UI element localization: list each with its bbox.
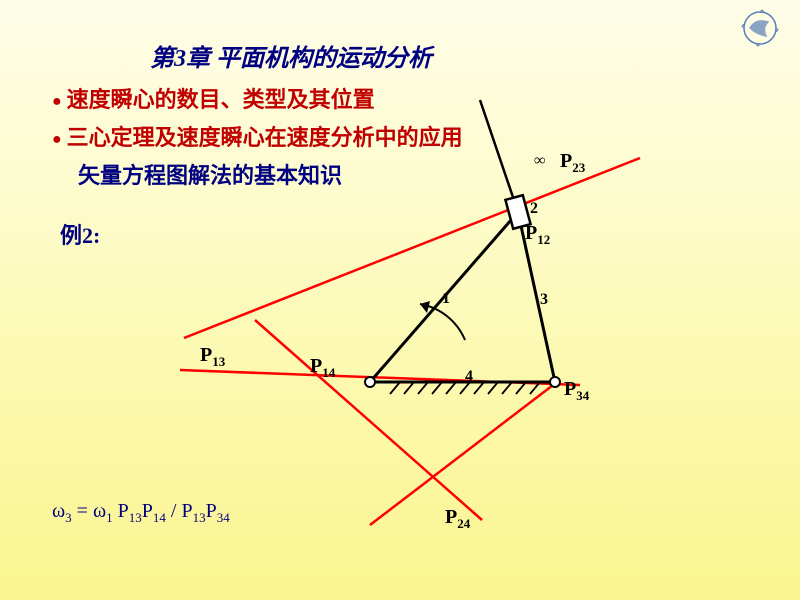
label-infinity: ∞	[534, 152, 545, 170]
label-link-4: 4	[465, 368, 473, 386]
bullet-1: 速度瞬心的数目、类型及其位置	[52, 82, 375, 114]
label-link-3: 3	[540, 291, 548, 309]
label-p23: P23	[560, 150, 585, 176]
example-label: 例2:	[60, 218, 100, 250]
omega3: ω	[52, 500, 65, 522]
label-link-1: 1	[442, 290, 450, 308]
label-p14: P14	[310, 355, 335, 381]
gear-logo-icon	[740, 8, 780, 48]
label-p12: P12	[525, 222, 550, 248]
label-p34: P34	[564, 378, 589, 404]
label-link-2: 2	[530, 200, 538, 218]
mechanism-diagram	[170, 130, 730, 550]
chapter-title: 第3章 平面机构的运动分析	[150, 38, 432, 73]
label-p24: P24	[445, 506, 470, 532]
label-p13: P13	[200, 344, 225, 370]
